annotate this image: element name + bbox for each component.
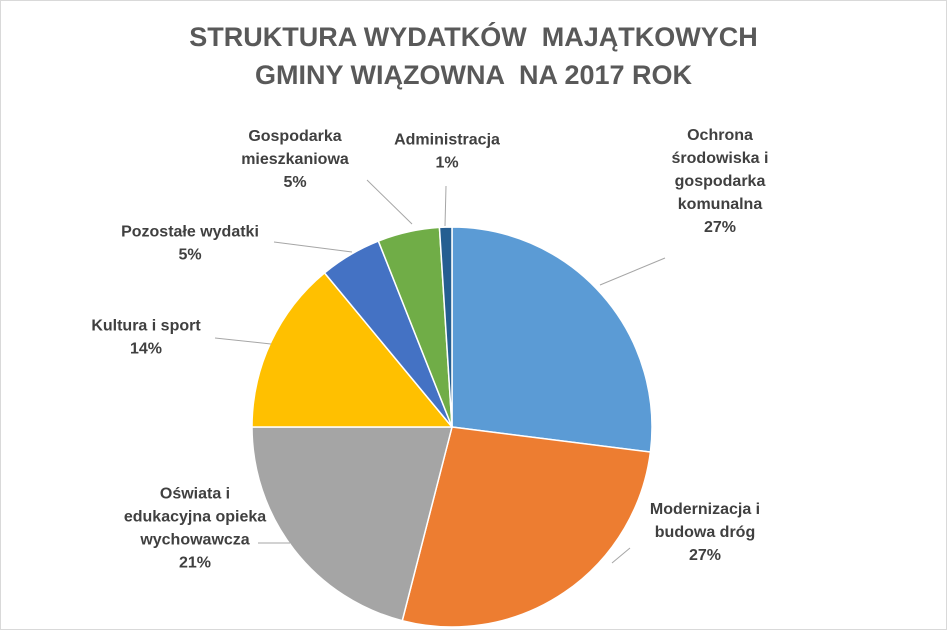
- data-label-category: Pozostałe wydatki: [121, 224, 259, 241]
- data-label-category: gospodarka: [675, 173, 766, 190]
- leader-line: [444, 185, 447, 227]
- data-label-category: komunalna: [678, 196, 763, 213]
- data-label-category: budowa dróg: [655, 524, 755, 541]
- pie-slice: [251, 271, 454, 428]
- data-label: Kultura i sport 14%: [91, 318, 201, 358]
- data-label-category: Ochrona: [687, 127, 753, 144]
- data-label-value: 21%: [179, 555, 211, 572]
- data-label-category: edukacyjna opieka: [124, 509, 266, 526]
- data-label-category: Kultura i sport: [91, 318, 201, 335]
- leader-line: [611, 547, 631, 564]
- leader-line: [599, 257, 666, 286]
- pie-slice: [438, 226, 453, 428]
- data-label: Gospodarka mieszkaniowa 5%: [241, 128, 349, 191]
- chart-title-line-2: GMINY WIĄZOWNA NA 2017 ROK: [254, 60, 693, 90]
- data-label-category: Administracja: [394, 132, 500, 149]
- data-label-value: 27%: [704, 219, 736, 236]
- data-label-value: 14%: [130, 341, 162, 358]
- data-label-category: Modernizacja i: [650, 501, 760, 518]
- pie-slice: [251, 426, 453, 622]
- leader-line: [366, 179, 413, 225]
- pie-slice: [401, 426, 652, 628]
- pie-slice: [451, 226, 653, 453]
- data-label: Ochrona środowiska i gospodarka komunalna 27…: [672, 127, 769, 236]
- data-label: Pozostałe wydatki 5%: [121, 224, 259, 264]
- data-label: Modernizacja i budowa dróg 27%: [650, 501, 760, 564]
- chart-title: STRUKTURA WYDATKÓW MAJĄTKOWYCH GMINY WIĄ…: [0, 18, 947, 94]
- data-label-value: 5%: [178, 247, 201, 264]
- data-label-category: Gospodarka: [248, 128, 341, 145]
- leader-line: [214, 337, 272, 345]
- leader-line: [273, 241, 353, 253]
- data-label-value: 5%: [283, 174, 306, 191]
- data-label-category: mieszkaniowa: [241, 151, 349, 168]
- data-label: Administracja 1%: [394, 132, 500, 172]
- data-label-value: 27%: [689, 547, 721, 564]
- data-label: Oświata i edukacyjna opieka wychowawcza 21%: [124, 486, 266, 572]
- data-label-category: środowiska i: [672, 150, 769, 167]
- data-label-value: 1%: [435, 155, 458, 172]
- chart-title-line-1: STRUKTURA WYDATKÓW MAJĄTKOWYCH: [189, 22, 758, 52]
- data-label-category: wychowawcza: [139, 532, 249, 549]
- data-label-category: Oświata i: [160, 486, 230, 503]
